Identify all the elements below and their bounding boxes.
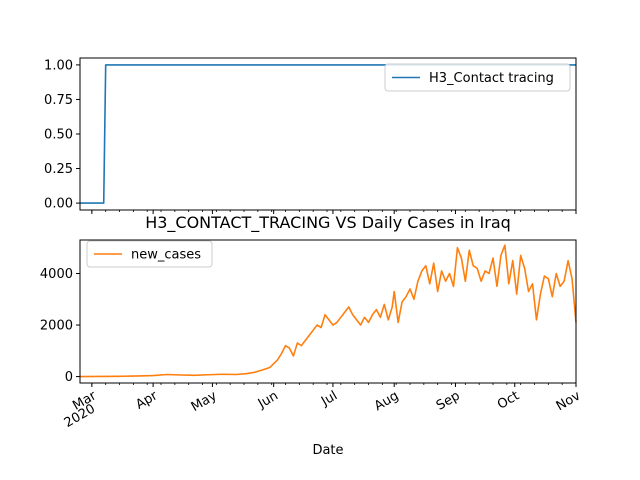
bottom-y-tick-label: 0 [65,370,73,385]
bottom-axes-frame [79,239,577,384]
x-axis-label: Date [312,443,343,458]
bottom-y-tick-label: 2000 [40,319,73,334]
bottom-legend: new_cases [86,240,213,268]
top-subplot: 0.00 0.25 0.50 0.75 1.00 H3_Contact tracing [44,57,577,214]
bottom-y-ticks: 0 2000 4000 [40,267,80,385]
bottom-legend-label: new_cases [131,248,201,263]
top-series-line [80,64,576,204]
top-y-ticks: 0.00 0.25 0.50 0.75 1.00 [44,58,80,212]
top-y-tick-label: 1.00 [44,58,73,73]
top-legend: H3_Contact tracing [384,63,571,92]
x-tick-label-month: Jul [318,388,340,409]
chart-title: H3_CONTACT_TRACING VS Daily Cases in Ira… [145,213,511,233]
top-y-tick-label: 0.25 [44,162,73,177]
bottom-legend-box [86,240,213,268]
top-legend-label: H3_Contact tracing [429,71,554,86]
top-series-lines [80,64,576,204]
bottom-series-line [79,244,577,378]
top-y-tick-label: 0.00 [44,197,73,212]
top-y-tick-label: 0.50 [44,128,73,143]
bottom-y-tick-label: 4000 [40,267,73,282]
bottom-series-lines [79,244,577,378]
top-axes-frame [79,57,577,211]
top-legend-box [384,63,571,92]
top-y-tick-label: 0.75 [44,93,73,108]
